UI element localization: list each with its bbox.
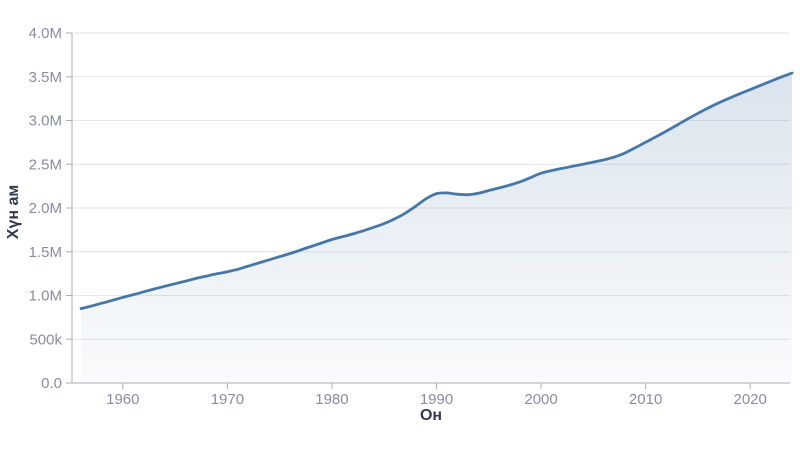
y-tick-label: 3.5M [29,69,62,86]
axes [66,32,790,389]
population-series [79,71,794,383]
y-tick-label: 0.0 [41,375,62,392]
x-tick-label: 2010 [629,391,662,408]
y-axis-title: Хүн ам [5,185,22,239]
x-tick-label: 2020 [733,391,766,408]
x-axis-title: Он [420,407,442,424]
y-tick-label: 1.0M [29,288,62,305]
y-tick-label: 500k [29,331,62,348]
population-line [79,71,794,310]
x-tick-label: 1960 [106,391,139,408]
x-tick-label: 1970 [211,391,244,408]
y-tick-label: 2.5M [29,156,62,173]
y-tick-label: 2.0M [29,200,62,217]
tick-labels: 0.0 500k 1.0M 1.5M 2.0M 2.5M 3.0M 3.5M 4.0M 1960 1… [29,25,767,408]
x-tick-label: 2000 [524,391,557,408]
y-tick-label: 1.5M [29,244,62,261]
y-tick-label: 3.0M [29,113,62,130]
x-tick-label: 1990 [420,391,453,408]
x-tick-label: 1980 [315,391,348,408]
y-tick-label: 4.0M [29,25,62,42]
area-fill [81,73,792,383]
